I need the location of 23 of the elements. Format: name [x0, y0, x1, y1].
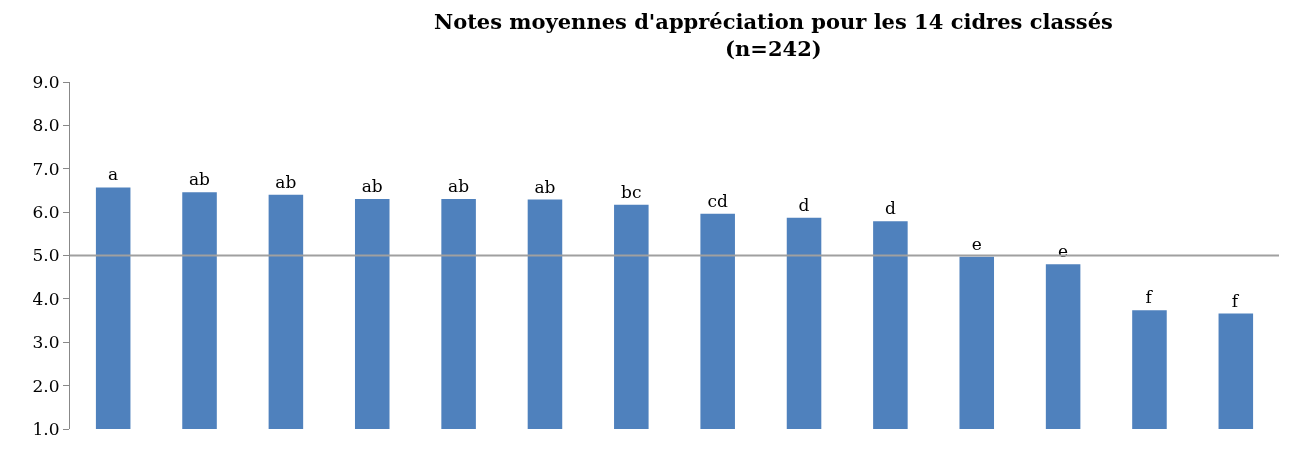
data-label: d: [798, 194, 810, 215]
data-label: d: [884, 198, 896, 219]
data-label: e: [971, 233, 982, 254]
data-label: ab: [275, 171, 297, 192]
y-tick-label: 1.0: [32, 418, 60, 439]
y-tick-label: 7.0: [32, 158, 60, 179]
data-label: bc: [621, 181, 642, 202]
data-label: ab: [534, 176, 556, 197]
y-tick-label: 8.0: [32, 115, 60, 136]
y-tick-label: 9.0: [32, 71, 60, 92]
data-label: cd: [707, 190, 728, 211]
y-tick-label: 6.0: [32, 202, 60, 223]
y-tick-label: 2.0: [32, 375, 60, 396]
y-tick-label: 4.0: [32, 288, 60, 309]
y-tick-label: 3.0: [32, 332, 60, 353]
data-label: ab: [448, 176, 470, 197]
data-label: ab: [361, 176, 383, 197]
y-tick-label: 5.0: [32, 245, 60, 266]
data-label: f: [1145, 287, 1154, 308]
data-label: ab: [188, 169, 211, 190]
data-label: f: [1231, 290, 1240, 311]
chart-title: Notes moyennes d'appréciation pour les 14 cidres classés (n=242): [433, 9, 1113, 62]
data-label: a: [108, 164, 119, 185]
